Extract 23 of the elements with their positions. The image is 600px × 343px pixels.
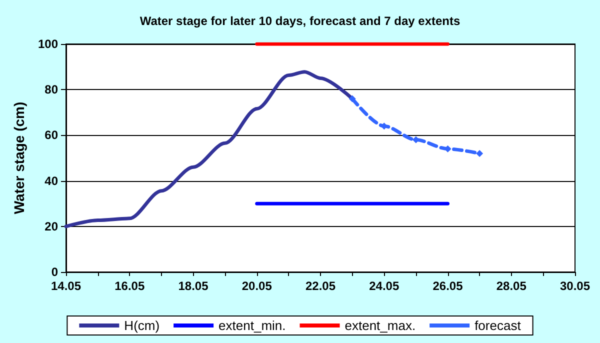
x-tick-label: 22.05 (305, 279, 336, 293)
x-tick-label: 28.05 (496, 279, 527, 293)
x-tick-label: 24.05 (369, 279, 400, 293)
legend-label: extent_max. (344, 318, 416, 333)
y-tick-label: 80 (44, 82, 58, 97)
y-tick-label: 0 (51, 265, 58, 279)
y-tick-label: 60 (44, 128, 58, 142)
x-tick-label: 26.05 (432, 279, 464, 293)
legend-label: forecast (474, 318, 522, 333)
chart-title: Water stage for later 10 days, forecast and 7 day extents (140, 14, 460, 28)
legend-label: H(cm) (124, 318, 160, 333)
x-tick-label: 20.05 (242, 279, 272, 293)
y-axis-title: Water stage (cm) (11, 102, 27, 214)
y-tick-label: 40 (44, 174, 58, 188)
point (348, 95, 356, 102)
x-tick-label: 14.05 (50, 279, 82, 293)
point (476, 150, 484, 157)
x-tick-label: 18.05 (178, 279, 209, 293)
y-tick-label: 100 (38, 37, 58, 51)
x-tick-label: 30.05 (560, 279, 590, 293)
x-tick-label: 16.05 (114, 279, 145, 293)
y-tick-label: 20 (44, 219, 58, 234)
legend-label: extent_min. (218, 318, 286, 333)
